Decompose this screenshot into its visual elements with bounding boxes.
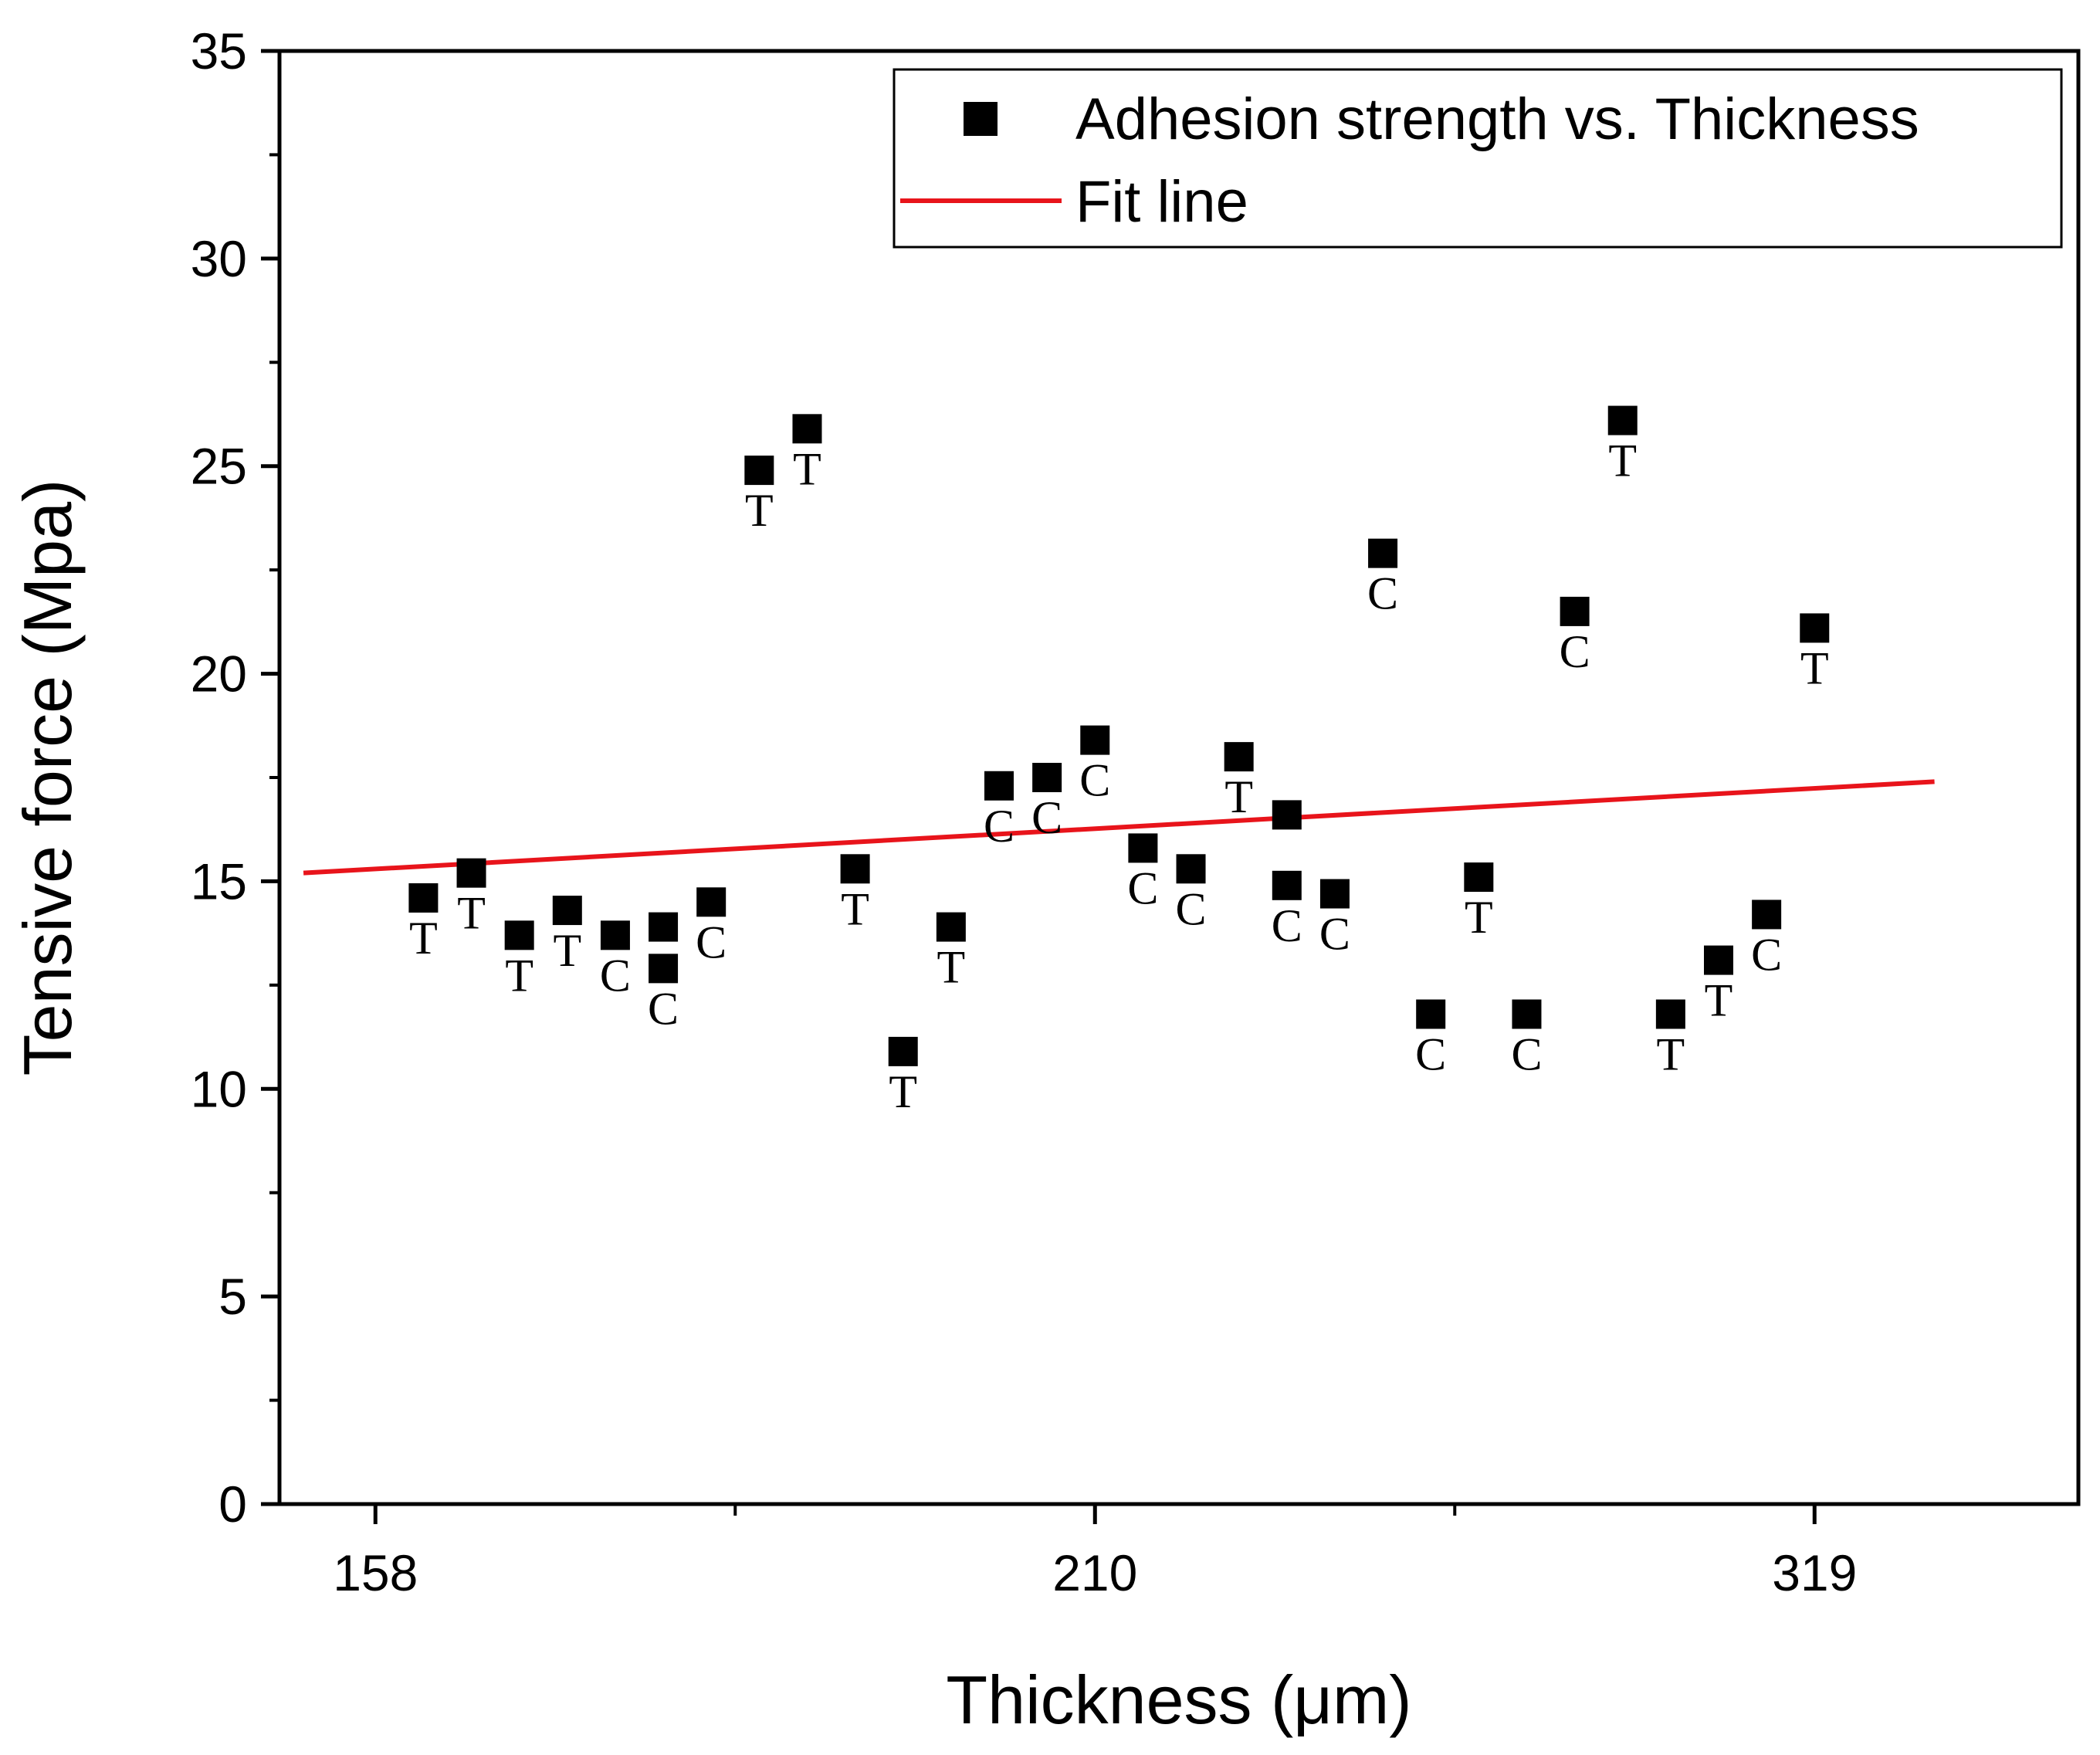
point-label: T <box>505 950 533 1001</box>
point-label: C <box>648 983 679 1034</box>
data-point <box>1176 854 1206 884</box>
plot-frame <box>277 49 2081 1506</box>
data-point <box>504 920 534 950</box>
point-label: C <box>1272 900 1302 951</box>
point-label: T <box>553 925 581 976</box>
x-tick-label: 210 <box>1052 1544 1137 1601</box>
data-point <box>1224 742 1254 772</box>
point-label: C <box>1751 929 1782 980</box>
y-tick-label: 15 <box>191 852 247 910</box>
data-point <box>1800 613 1830 643</box>
point-label: C <box>1367 568 1398 619</box>
data-point <box>888 1036 918 1066</box>
point-label: T <box>889 1066 917 1117</box>
legend: Adhesion strength vs. Thickness Fit line <box>892 68 2063 249</box>
y-axis: 0 5 10 15 20 25 30 35 <box>191 22 279 1533</box>
data-point <box>936 912 966 942</box>
data-point <box>1752 900 1782 930</box>
legend-label-fit: Fit line <box>1075 169 1248 235</box>
point-label: C <box>1560 626 1590 677</box>
point-label: T <box>745 485 774 536</box>
y-tick-label: 20 <box>191 645 247 703</box>
point-label: T <box>1224 771 1253 822</box>
point-label: C <box>1176 883 1207 934</box>
data-point <box>1080 725 1110 755</box>
data-point <box>1655 999 1685 1029</box>
point-label: C <box>1319 909 1350 960</box>
data-point <box>1512 999 1542 1029</box>
point-label: T <box>409 913 438 964</box>
point-label: T <box>793 443 821 494</box>
data-point <box>456 858 486 888</box>
y-axis-title: Tensive force (Mpa) <box>9 479 86 1076</box>
point-label: T <box>457 888 486 939</box>
data-point <box>649 954 679 984</box>
point-label: C <box>600 950 631 1001</box>
data-point <box>1128 833 1158 863</box>
y-tick-label: 10 <box>191 1060 247 1117</box>
point-label: C <box>984 801 1014 852</box>
point-label: T <box>1608 435 1637 486</box>
data-point <box>600 920 630 950</box>
point-label: T <box>1657 1028 1685 1079</box>
legend-label-points: Adhesion strength vs. Thickness <box>1075 86 1919 152</box>
y-tick-label: 5 <box>218 1268 247 1325</box>
data-point <box>1272 870 1302 900</box>
point-label: C <box>1031 792 1062 843</box>
x-axis-title: Thickness (μm) <box>946 1662 1411 1738</box>
point-label: C <box>1079 755 1110 806</box>
data-point <box>1607 405 1638 435</box>
point-label: T <box>1705 975 1733 1026</box>
x-tick-label: 158 <box>333 1544 418 1601</box>
data-point <box>1368 538 1398 568</box>
data-point <box>1032 763 1062 792</box>
x-tick-label: 319 <box>1772 1544 1857 1601</box>
data-point <box>552 896 582 926</box>
data-point <box>744 456 774 486</box>
y-tick-label: 30 <box>191 230 247 287</box>
point-label: C <box>1511 1028 1542 1079</box>
data-point <box>792 414 822 444</box>
data-point <box>1464 862 1494 893</box>
data-point <box>649 912 679 942</box>
fit-line <box>303 779 1935 876</box>
y-tick-label: 35 <box>191 22 247 80</box>
point-label: T <box>841 883 869 934</box>
y-tick-label: 0 <box>218 1475 247 1533</box>
y-tick-label: 25 <box>191 438 247 495</box>
data-point <box>696 887 727 917</box>
point-label: T <box>1800 642 1829 693</box>
legend-box <box>892 68 2063 249</box>
point-label: T <box>937 942 966 993</box>
data-point <box>1319 879 1350 909</box>
data-point <box>840 854 870 884</box>
data-point <box>1416 999 1446 1029</box>
data-point <box>1704 945 1733 975</box>
x-axis: 158 210 319 <box>333 1504 1857 1601</box>
data-point <box>984 771 1014 801</box>
data-point <box>408 883 439 913</box>
legend-marker-square <box>964 102 998 136</box>
point-label: T <box>1465 892 1493 943</box>
point-label: C <box>696 916 727 967</box>
data-point <box>1272 800 1302 830</box>
data-point <box>1560 596 1590 626</box>
point-label: C <box>1127 862 1158 913</box>
point-label: C <box>1415 1028 1446 1079</box>
